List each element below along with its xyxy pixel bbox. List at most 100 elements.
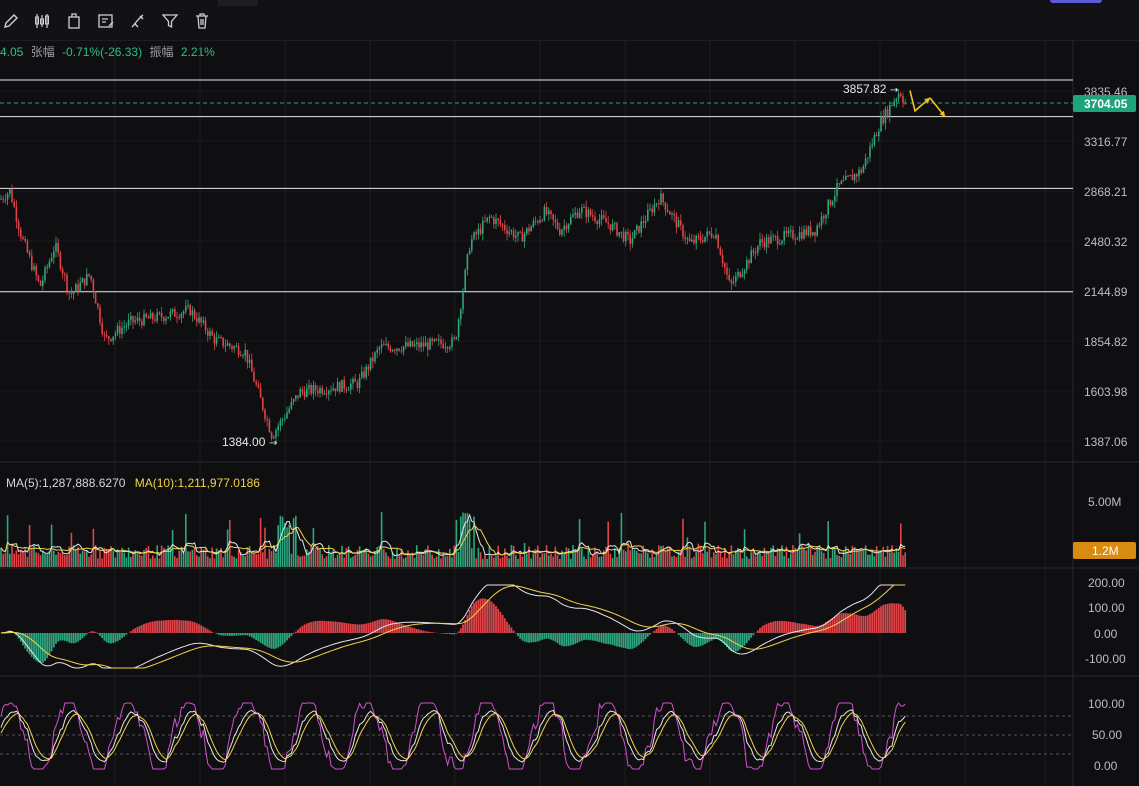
macd-histogram-bar — [726, 633, 728, 648]
macd-histogram-bar — [627, 633, 629, 649]
candle-body — [108, 336, 110, 339]
template-icon[interactable] — [65, 12, 83, 30]
filter-icon[interactable] — [161, 12, 179, 30]
candle-body — [193, 310, 196, 319]
volume-bar — [264, 527, 266, 567]
volume-bar — [325, 556, 328, 567]
macd-histogram-bar — [499, 611, 502, 633]
volume-bar — [235, 558, 238, 567]
volume-bar — [578, 519, 581, 567]
volume-bar — [262, 552, 264, 567]
current-price-value: 3704.05 — [1084, 97, 1128, 111]
candle-body — [750, 250, 752, 264]
candle-body — [653, 204, 656, 213]
volume-bar — [279, 515, 282, 567]
macd-histogram-bar — [162, 620, 165, 633]
volume-bar — [763, 547, 766, 567]
candle-body — [191, 310, 194, 316]
candle-body — [431, 338, 433, 341]
volume-bar — [209, 558, 211, 567]
macd-histogram-bar — [708, 633, 711, 642]
paint-icon[interactable] — [129, 12, 147, 30]
candle-body — [114, 333, 117, 337]
macd-histogram-bar — [756, 630, 759, 633]
volume-bar — [396, 549, 398, 567]
candle-body — [697, 235, 700, 237]
volume-bar — [752, 548, 755, 567]
volume-bar — [785, 546, 788, 567]
volume-bar — [163, 547, 165, 567]
volume-bar — [556, 554, 559, 567]
candle-body — [64, 273, 66, 275]
macd-histogram-bar — [235, 633, 238, 636]
pencil-icon[interactable] — [2, 12, 20, 30]
candle-body — [754, 252, 757, 254]
volume-bar — [820, 551, 823, 567]
candle-body — [435, 339, 438, 341]
candle-body — [554, 219, 557, 223]
macd-histogram-bar — [552, 633, 555, 641]
candle-body — [669, 211, 671, 215]
candle-body — [556, 222, 559, 229]
volume-bar — [141, 555, 143, 567]
price-stats: 4.05 张幅 -0.71%(-26.33) 振幅 2.21% — [0, 43, 219, 60]
kdj-j-line — [0, 702, 906, 770]
candle-body — [303, 391, 306, 398]
volume-bar — [867, 554, 869, 567]
candle-body — [9, 189, 11, 194]
volume-bar — [15, 550, 18, 567]
volume-bar — [836, 554, 838, 567]
volume-bar — [383, 549, 385, 567]
candle-body — [372, 357, 374, 362]
volume-bar — [363, 550, 365, 567]
volume-bar — [464, 513, 466, 567]
macd-histogram-bar — [558, 633, 561, 645]
candle-body — [418, 342, 420, 348]
macd-histogram-bar — [35, 633, 38, 661]
candle-body — [611, 223, 614, 231]
candle-body — [213, 335, 216, 344]
macd-histogram-bar — [893, 603, 896, 633]
candle-body — [37, 275, 40, 281]
macd-histogram-bar — [209, 630, 211, 633]
macd-histogram-bar — [206, 629, 209, 633]
candle-body — [310, 385, 312, 394]
volume-bar — [75, 549, 77, 567]
edit-list-icon[interactable] — [97, 12, 115, 30]
macd-histogram-bar — [332, 621, 335, 633]
candle-body — [380, 344, 383, 348]
candle-body — [504, 225, 506, 230]
macd-histogram-bar — [79, 633, 82, 641]
candle-body — [519, 231, 521, 233]
macd-histogram-bar — [723, 633, 726, 645]
volume-bar — [402, 558, 405, 567]
candle-body — [631, 238, 634, 244]
candle-body — [530, 226, 532, 232]
volume-bar — [702, 553, 704, 567]
macd-histogram-bar — [682, 633, 684, 640]
candle-body — [374, 352, 376, 362]
candle-body — [330, 390, 332, 392]
macd-histogram-bar — [501, 614, 504, 633]
candle-body — [603, 215, 605, 218]
macd-histogram-bar — [710, 633, 713, 641]
candle-body — [438, 339, 440, 341]
volume-bar — [224, 551, 227, 567]
volume-bar — [257, 553, 260, 567]
macd-histogram-bar — [596, 633, 599, 642]
macd-histogram-bar — [55, 633, 57, 644]
trash-icon[interactable] — [193, 12, 211, 30]
candlestick-icon[interactable] — [33, 12, 51, 30]
volume-bar — [405, 557, 407, 567]
volume-bar — [834, 548, 836, 567]
volume-bar — [246, 547, 249, 567]
macd-histogram-bar — [154, 621, 156, 633]
candle-body — [853, 174, 856, 181]
candle-body — [211, 331, 213, 336]
volume-bar — [616, 557, 618, 567]
macd-histogram-bar — [743, 633, 746, 646]
macd-histogram-bar — [99, 633, 101, 636]
volume-bar — [444, 556, 447, 567]
macd-histogram-bar — [508, 624, 511, 633]
